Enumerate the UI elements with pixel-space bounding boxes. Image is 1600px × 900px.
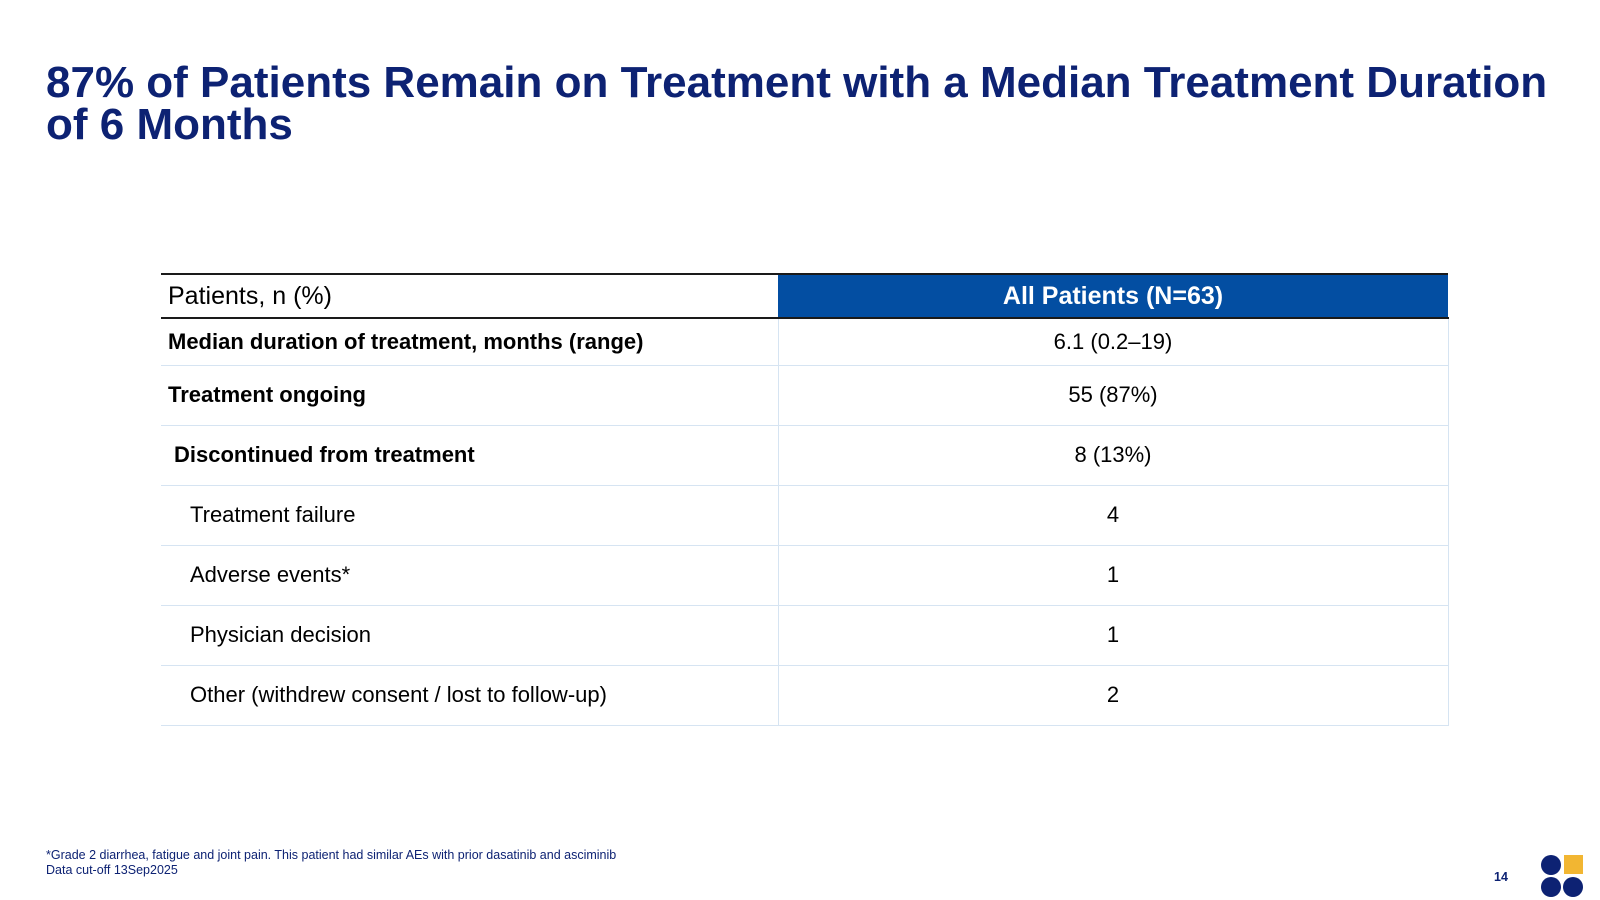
table-row: Treatment failure 4 <box>161 485 1449 546</box>
row-value: 4 <box>777 485 1449 546</box>
row-label: Median duration of treatment, months (ra… <box>161 318 778 366</box>
row-value: 55 (87%) <box>777 365 1449 426</box>
column-header-all-patients: All Patients (N=63) <box>778 273 1448 319</box>
row-value: 6.1 (0.2–19) <box>777 318 1449 366</box>
table-row: Other (withdrew consent / lost to follow… <box>161 665 1449 726</box>
footnote-adverse-events: *Grade 2 diarrhea, fatigue and joint pai… <box>46 848 617 862</box>
table-row: Discontinued from treatment 8 (13%) <box>161 425 1449 486</box>
row-value: 1 <box>777 545 1449 606</box>
row-value: 8 (13%) <box>777 425 1449 486</box>
row-label: Treatment ongoing <box>161 365 778 426</box>
column-header-patients: Patients, n (%) <box>161 273 778 319</box>
page-number: 14 <box>1494 870 1508 884</box>
row-label: Treatment failure <box>161 485 778 546</box>
table-row: Physician decision 1 <box>161 605 1449 666</box>
company-logo-icon <box>1541 855 1583 897</box>
table-row: Treatment ongoing 55 (87%) <box>161 365 1449 426</box>
row-label: Physician decision <box>161 605 778 666</box>
footnotes: *Grade 2 diarrhea, fatigue and joint pai… <box>46 848 616 878</box>
table-row: Median duration of treatment, months (ra… <box>161 318 1449 366</box>
row-label: Discontinued from treatment <box>161 425 778 486</box>
row-label: Other (withdrew consent / lost to follow… <box>161 665 778 726</box>
table-row: Adverse events* 1 <box>161 545 1449 606</box>
treatment-table: Patients, n (%) All Patients (N=63) Medi… <box>161 273 1449 726</box>
slide-title: 87% of Patients Remain on Treatment with… <box>46 58 1548 149</box>
table-header-row: Patients, n (%) All Patients (N=63) <box>161 273 1448 319</box>
row-value: 1 <box>777 605 1449 666</box>
row-value: 2 <box>777 665 1449 726</box>
footnote-data-cutoff: Data cut-off 13Sep2025 <box>46 863 178 877</box>
row-label: Adverse events* <box>161 545 778 606</box>
